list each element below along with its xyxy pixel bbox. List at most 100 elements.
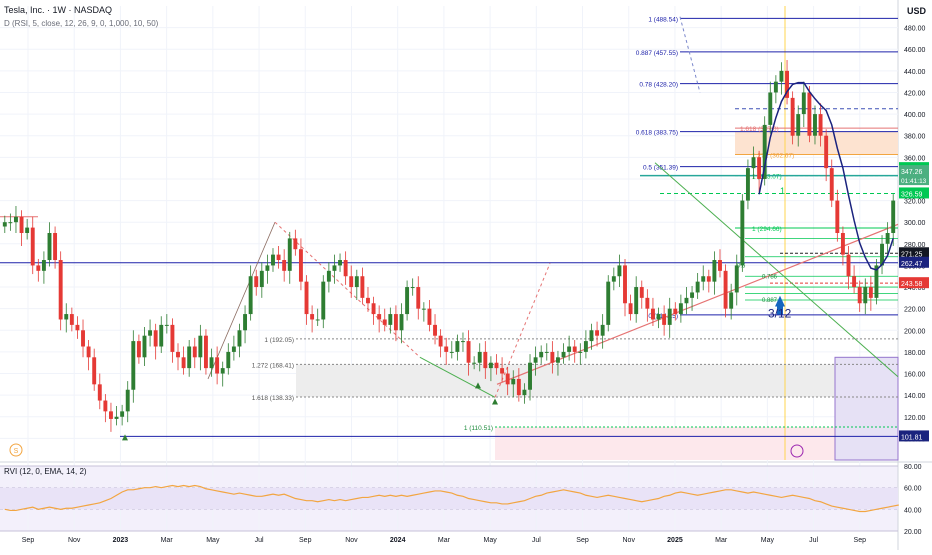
- projection-box: [834, 356, 899, 461]
- candle-body: [745, 168, 750, 201]
- candle-body: [662, 314, 667, 325]
- y-tick-label: 200.00: [904, 328, 926, 335]
- current-price-label: 347.26: [901, 169, 923, 176]
- candle-body: [444, 346, 449, 352]
- candle-body: [556, 357, 560, 363]
- candle-body: [868, 287, 873, 298]
- candle-body: [472, 362, 477, 364]
- candle-body: [53, 233, 58, 261]
- x-tick-label: Mar: [438, 537, 451, 544]
- y-tick-label: 240.00: [904, 285, 926, 292]
- price-tag-label: 271.25: [901, 251, 923, 258]
- candle-body: [75, 324, 80, 331]
- fib-ext-label: 1 (110.51): [464, 425, 493, 432]
- candle-body: [271, 254, 275, 266]
- candle-body: [58, 260, 63, 320]
- price-tag: [899, 277, 929, 289]
- x-tick-label: Nov: [623, 537, 636, 544]
- candle-body: [785, 70, 789, 98]
- candle-body: [466, 341, 471, 363]
- x-tick-label: 2025: [667, 537, 683, 544]
- candle-body: [712, 260, 717, 282]
- candle-body: [265, 265, 270, 271]
- candle-body: [47, 233, 52, 261]
- candle-body: [757, 157, 762, 179]
- y-tick-label: 320.00: [904, 199, 926, 206]
- candle-body: [282, 260, 287, 271]
- price-tag-label: 101.81: [901, 434, 923, 441]
- candle-body: [449, 351, 454, 353]
- candle-body: [349, 276, 354, 288]
- price-tag: [899, 430, 929, 442]
- fib-level-label: 1 (488.54): [648, 16, 678, 23]
- event-marker-icon: [9, 443, 23, 457]
- candle-body: [332, 265, 337, 271]
- x-tick-label: Jul: [809, 537, 818, 544]
- candle-body: [92, 357, 97, 385]
- candle-body: [645, 297, 650, 309]
- price-tag: [899, 247, 929, 259]
- candle-body: [393, 314, 398, 331]
- pattern-line: [419, 356, 496, 398]
- low-marker: [475, 382, 481, 389]
- buy-arrow-stem: [777, 306, 783, 315]
- y-tick-label: 480.00: [904, 26, 926, 33]
- candle-body: [684, 297, 689, 304]
- x-tick-label: Jul: [532, 537, 541, 544]
- fib-level-label: 0.618 (383.75): [636, 130, 678, 137]
- fib-zone-shade: [296, 364, 898, 397]
- candle-body: [343, 260, 348, 277]
- candle-body: [427, 308, 432, 325]
- moving-average: [758, 81, 894, 271]
- candle-body: [734, 265, 739, 293]
- candle-body: [125, 389, 130, 412]
- candle-body: [136, 341, 141, 358]
- candle-body: [148, 330, 153, 336]
- candle-body: [69, 314, 74, 325]
- candle-body: [891, 200, 896, 233]
- x-tick-label: 2023: [113, 537, 129, 544]
- candle-body: [773, 81, 778, 93]
- x-tick-label: Nov: [68, 537, 81, 544]
- candle-body: [159, 324, 164, 347]
- candle-body: [231, 346, 236, 352]
- candle-body: [488, 362, 493, 369]
- y-tick-label: 160.00: [904, 372, 926, 379]
- candle-body: [539, 351, 544, 358]
- candle-body: [706, 276, 711, 282]
- price-tag-label: 262.47: [901, 261, 923, 268]
- candle-body: [310, 314, 315, 320]
- annotation-wave: 1: [780, 186, 785, 196]
- current-price-tag: [899, 165, 929, 186]
- candle-body: [416, 287, 421, 309]
- fib-ext-label: 1.272 (168.41): [252, 362, 294, 369]
- fib-small-label: 0.887: [762, 298, 778, 304]
- candle-body: [109, 411, 113, 419]
- candle-body: [198, 335, 203, 358]
- low-marker: [122, 434, 128, 441]
- event-marker-label: S: [14, 448, 19, 455]
- candle-body: [293, 238, 298, 250]
- candle-body: [259, 270, 264, 288]
- candle-body: [371, 303, 376, 315]
- candle-body: [19, 216, 24, 233]
- price-tag: [899, 187, 929, 199]
- candle-body: [405, 287, 410, 315]
- candle-body: [623, 265, 627, 304]
- candle-body: [550, 351, 555, 363]
- candle-body: [522, 389, 527, 396]
- candle-body: [628, 303, 633, 315]
- x-tick-label: 2024: [390, 537, 406, 544]
- candles: [2, 60, 896, 432]
- candle-body: [500, 368, 505, 374]
- pattern-line: [207, 222, 276, 380]
- candle-body: [813, 114, 817, 136]
- rvi-label: RVI (12, 0, EMA, 14, 2): [4, 467, 87, 476]
- y-tick-label: 380.00: [904, 134, 926, 141]
- candle-body: [718, 260, 722, 271]
- fib-ext-right-label: 1.618 (387.0): [740, 126, 779, 133]
- rvi-band: [0, 487, 898, 510]
- event-marker-icon: [790, 444, 804, 458]
- candle-body: [120, 411, 125, 417]
